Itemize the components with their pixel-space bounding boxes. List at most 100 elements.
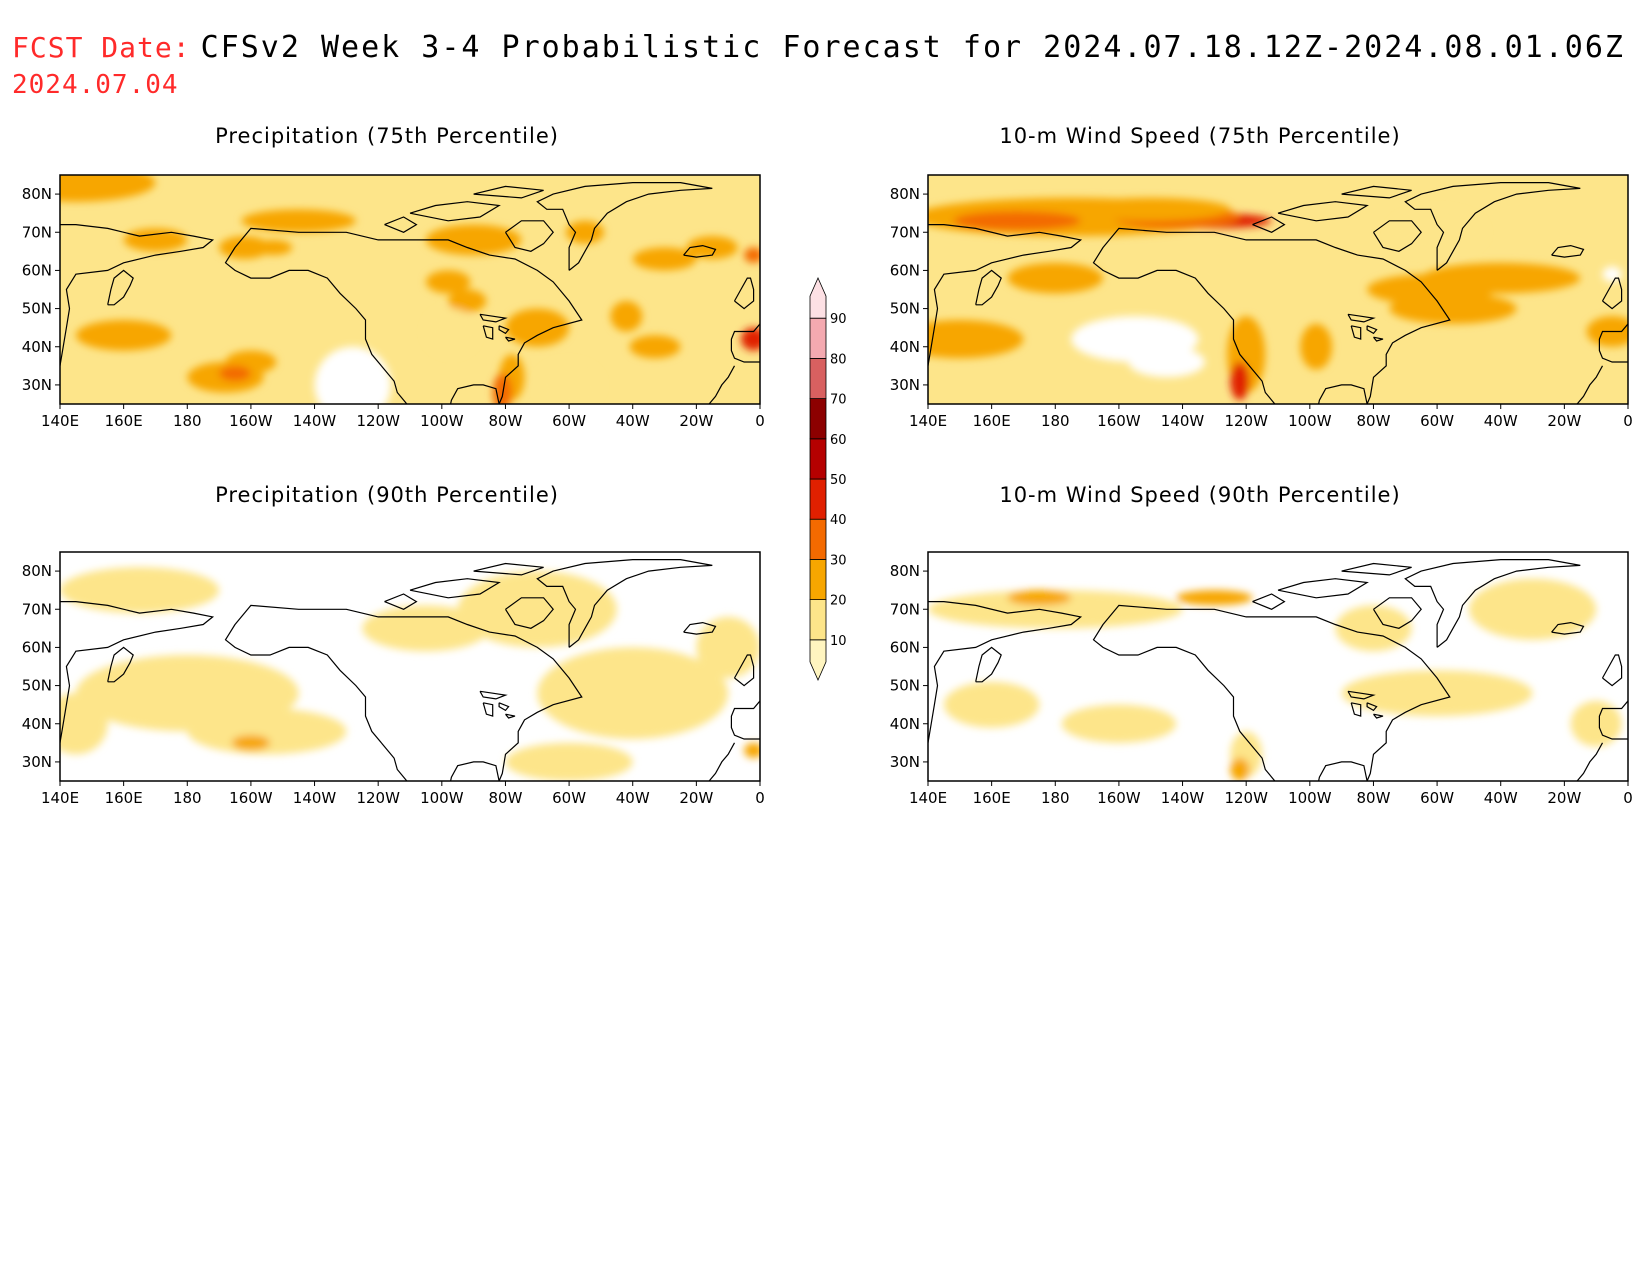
lat-tick-label: 40N <box>22 338 52 356</box>
coastline <box>730 700 760 740</box>
probability-contour-region <box>1071 197 1231 221</box>
probability-contour-region <box>565 220 605 244</box>
coastline <box>1576 365 1604 404</box>
probability-contour-region <box>448 289 487 313</box>
lon-tick-label: 160W <box>229 789 273 807</box>
coastline <box>1372 597 1422 629</box>
coastline <box>928 601 1083 743</box>
probability-contour-region <box>505 308 570 347</box>
coastline <box>1598 323 1628 363</box>
lat-tick-label: 50N <box>890 300 920 318</box>
probability-contour-region <box>1468 578 1597 640</box>
probability-contour-region <box>425 308 477 355</box>
probability-contour-region <box>219 365 251 382</box>
colorbar-label: 10 <box>830 634 847 649</box>
coastline <box>224 604 583 781</box>
lon-tick-label: 100W <box>1288 412 1332 430</box>
probability-contour-region <box>740 327 760 351</box>
lon-tick-label: 140W <box>293 789 337 807</box>
map-panel-wind75 <box>928 175 1628 404</box>
coastline <box>384 593 418 610</box>
probability-contour-region <box>75 320 172 351</box>
lon-tick-label: 140E <box>909 412 947 430</box>
lat-tick-label: 30N <box>22 376 52 394</box>
probability-contour-region <box>425 270 471 294</box>
colorbar-segment <box>809 357 827 399</box>
coastline <box>683 244 717 258</box>
colorbar-segment <box>809 639 827 681</box>
lat-tick-label: 30N <box>890 376 920 394</box>
colorbar-segment <box>809 518 827 560</box>
lon-tick-label: 60W <box>552 789 586 807</box>
lat-tick-label: 40N <box>22 715 52 733</box>
lon-tick-label: 20W <box>679 789 713 807</box>
lon-tick-label: 180 <box>173 789 202 807</box>
lat-tick-label: 70N <box>890 600 920 618</box>
lat-tick-label: 60N <box>890 261 920 279</box>
coastline <box>1092 604 1451 781</box>
figure-title: CFSv2 Week 3-4 Probabilistic Forecast fo… <box>200 30 1625 65</box>
probability-contour-region <box>928 320 1024 359</box>
probability-contour-region <box>744 247 760 263</box>
colorbar-segment <box>809 398 827 440</box>
coastline <box>482 702 494 717</box>
coastline <box>1551 244 1585 258</box>
lat-tick-label: 40N <box>890 715 920 733</box>
colorbar-segment <box>809 599 827 641</box>
coastline <box>1366 702 1378 712</box>
colorbar-segment <box>809 317 827 359</box>
coastline <box>60 224 215 366</box>
lat-tick-label: 40N <box>890 338 920 356</box>
probability-contour-region <box>610 300 643 332</box>
probability-contour-region <box>254 239 293 256</box>
coastline <box>536 182 713 271</box>
colorbar-label: 50 <box>830 473 847 488</box>
probability-contour-region <box>1176 590 1253 606</box>
lon-tick-label: 180 <box>1041 789 1070 807</box>
probability-contour-region <box>60 693 108 755</box>
coastline <box>1404 182 1581 271</box>
colorbar-label: 40 <box>830 513 847 528</box>
probability-contour-region <box>1230 758 1250 781</box>
probability-contour-region <box>1007 590 1072 606</box>
lon-tick-label: 160E <box>105 412 143 430</box>
probability-contour-region <box>1341 670 1533 717</box>
lon-tick-label: 0 <box>1623 412 1633 430</box>
coastline <box>1576 742 1604 781</box>
panel-title-wind-75: 10-m Wind Speed (75th Percentile) <box>999 124 1401 148</box>
map-panel-precip75 <box>60 175 760 404</box>
coastline <box>1092 227 1451 404</box>
lat-tick-label: 70N <box>22 600 52 618</box>
probability-contour-region <box>60 175 156 202</box>
lon-tick-label: 100W <box>420 789 464 807</box>
probability-contour-region <box>1335 605 1412 652</box>
lon-tick-label: 160E <box>973 412 1011 430</box>
lon-tick-label: 100W <box>420 412 464 430</box>
coastline <box>975 646 1002 683</box>
coastline <box>733 277 755 310</box>
coastline <box>1350 325 1362 340</box>
colorbar-label: 30 <box>830 553 847 568</box>
map-frame <box>59 551 761 782</box>
probability-contour-region <box>1300 323 1333 370</box>
lon-tick-label: 0 <box>755 412 765 430</box>
lon-tick-label: 60W <box>1420 789 1454 807</box>
map-background <box>60 175 760 404</box>
colorbar-segment <box>809 277 827 319</box>
lon-tick-label: 120W <box>1224 412 1268 430</box>
coastline <box>1350 702 1362 717</box>
lon-tick-label: 0 <box>755 789 765 807</box>
coastline <box>733 654 755 687</box>
lon-tick-label: 80W <box>1356 412 1390 430</box>
lat-tick-label: 80N <box>890 562 920 580</box>
lon-tick-label: 140E <box>41 412 79 430</box>
coastline <box>1341 185 1412 199</box>
lat-tick-label: 60N <box>22 638 52 656</box>
lon-tick-label: 120W <box>1224 789 1268 807</box>
lon-tick-label: 20W <box>1547 789 1581 807</box>
probability-contour-region <box>123 228 188 252</box>
probability-contour-region <box>457 571 617 648</box>
coastline <box>384 216 418 233</box>
coastline <box>1551 621 1585 635</box>
probability-contour-region <box>744 742 760 759</box>
